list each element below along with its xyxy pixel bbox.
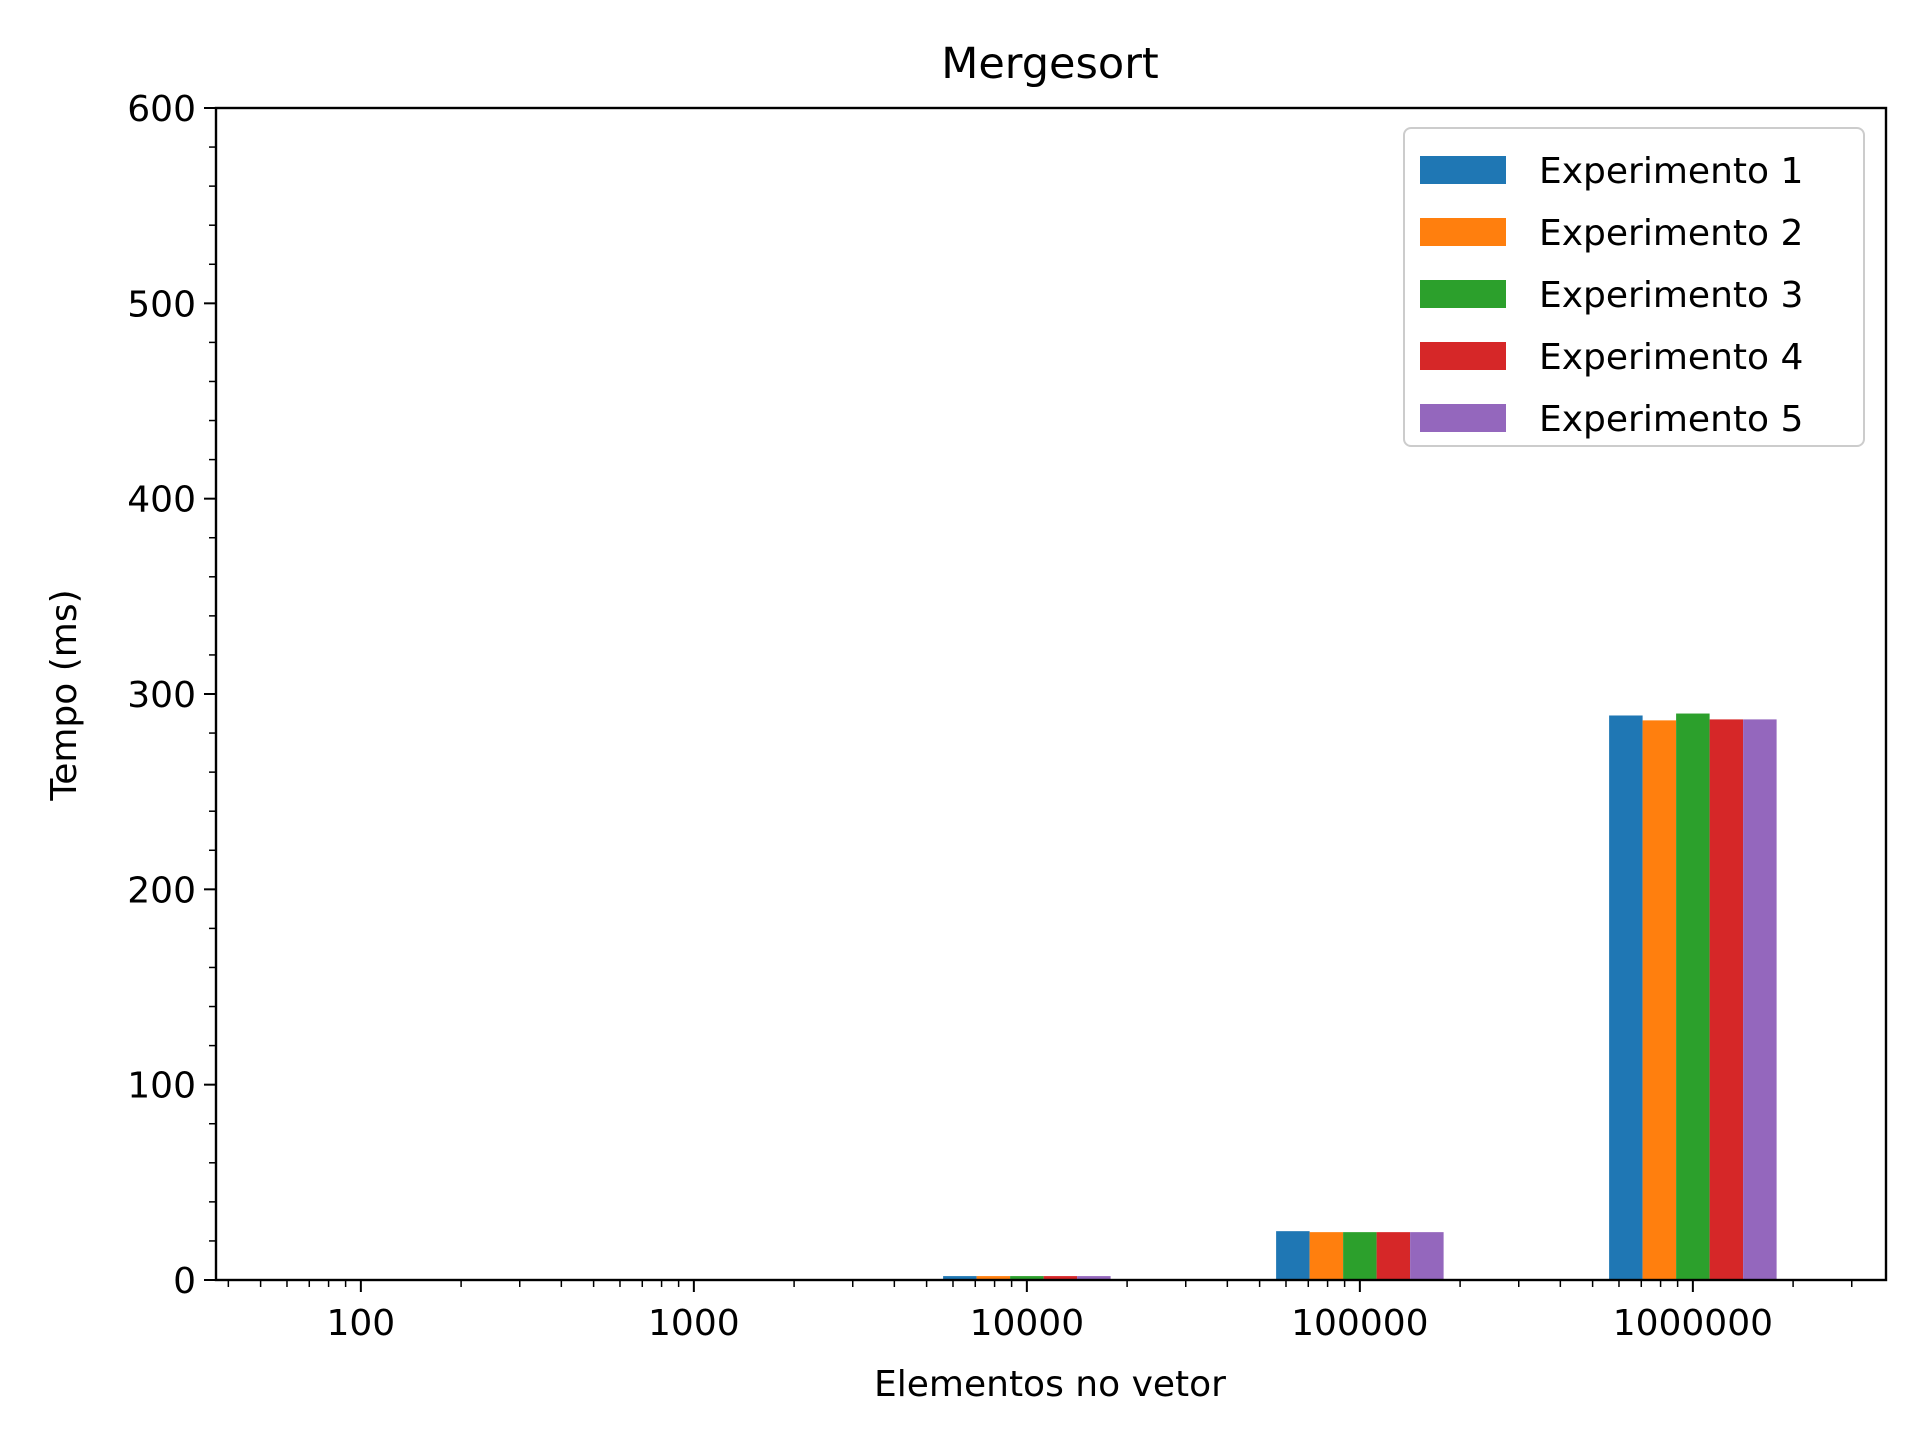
legend-swatch-3 <box>1420 280 1506 308</box>
x-tick-label-10000: 10000 <box>970 1303 1085 1344</box>
legend-label-4: Experimento 4 <box>1539 337 1803 378</box>
legend-swatch-4 <box>1420 342 1506 370</box>
y-axis-ticks: 0 100 200 300 400 500 600 <box>127 89 216 1302</box>
bar-2-100000 <box>1310 1232 1344 1280</box>
legend-label-1: Experimento 1 <box>1539 151 1803 192</box>
y-tick-label-0: 0 <box>173 1261 196 1302</box>
bar-4-1000000 <box>1710 719 1744 1280</box>
bar-3-1000000 <box>1676 714 1710 1280</box>
bar-1-1000000 <box>1609 715 1643 1280</box>
bar-3-100000 <box>1343 1232 1377 1280</box>
legend-label-2: Experimento 2 <box>1539 213 1803 254</box>
bar-4-100000 <box>1377 1232 1411 1280</box>
y-axis-label: Tempo (ms) <box>44 589 85 801</box>
legend: Experimento 1 Experimento 2 Experimento 3 E… <box>1404 128 1864 446</box>
x-axis-label: Elementos no vetor <box>874 1364 1226 1405</box>
bar-2-1000000 <box>1643 720 1677 1280</box>
bar-5-1000000 <box>1743 719 1777 1280</box>
chart-title: Mergesort <box>941 39 1158 89</box>
legend-label-3: Experimento 3 <box>1539 275 1803 316</box>
legend-swatch-5 <box>1420 404 1506 432</box>
legend-label-5: Experimento 5 <box>1539 399 1803 440</box>
x-tick-label-1000: 1000 <box>648 1303 740 1344</box>
y-tick-label-600: 600 <box>127 89 196 130</box>
y-tick-label-500: 500 <box>127 284 196 325</box>
y-tick-label-200: 200 <box>127 870 196 911</box>
x-tick-label-100000: 100000 <box>1291 1303 1428 1344</box>
x-axis-ticks: 100 1000 10000 100000 1000000 <box>228 1280 1851 1344</box>
bars-group <box>610 714 1777 1280</box>
y-tick-label-100: 100 <box>127 1066 196 1107</box>
x-tick-label-1000000: 1000000 <box>1613 1303 1773 1344</box>
y-tick-label-400: 400 <box>127 480 196 521</box>
y-tick-label-300: 300 <box>127 675 196 716</box>
bar-1-100000 <box>1276 1231 1310 1280</box>
bar-5-100000 <box>1410 1232 1444 1280</box>
legend-swatch-2 <box>1420 218 1506 246</box>
legend-swatch-1 <box>1420 156 1506 184</box>
x-tick-label-100: 100 <box>326 1303 395 1344</box>
